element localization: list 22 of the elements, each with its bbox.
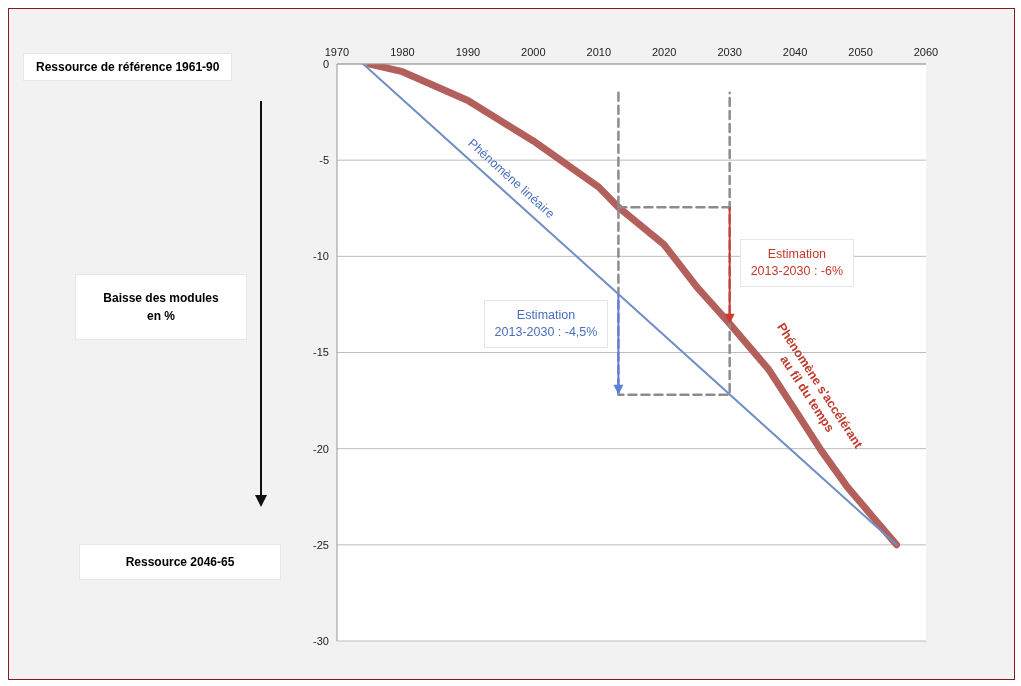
x-tick-label: 1970	[324, 46, 350, 58]
y-tick-label: 0	[322, 57, 329, 70]
y-tick-label: -30	[313, 634, 329, 647]
annotation: Estimation 2013-2030 : -6%	[739, 238, 855, 287]
y-tick-label: -20	[313, 442, 329, 455]
x-tick-label: 2010	[586, 46, 612, 58]
x-tick-label: 2020	[651, 46, 677, 58]
text: Ressource 2046-65	[79, 544, 281, 580]
y-tick-label: -5	[319, 154, 329, 167]
x-tick-label: 2040	[782, 46, 808, 58]
x-tick-label: 1980	[390, 46, 415, 58]
x-tick-label: 2060	[913, 46, 939, 58]
y-tick-label: -15	[313, 346, 329, 359]
text: Ressource de référence 1961-90	[23, 53, 233, 81]
y-tick-label: -10	[313, 250, 329, 263]
x-tick-label: 1990	[455, 46, 481, 58]
annotation: Estimation 2013-2030 : -4,5%	[483, 299, 609, 348]
x-tick-label: 2030	[717, 46, 742, 58]
y-tick-label: -25	[313, 538, 329, 551]
text: Baisse des modules en %	[75, 274, 247, 340]
x-tick-label: 2050	[848, 46, 873, 58]
x-tick-label: 2000	[521, 46, 546, 58]
